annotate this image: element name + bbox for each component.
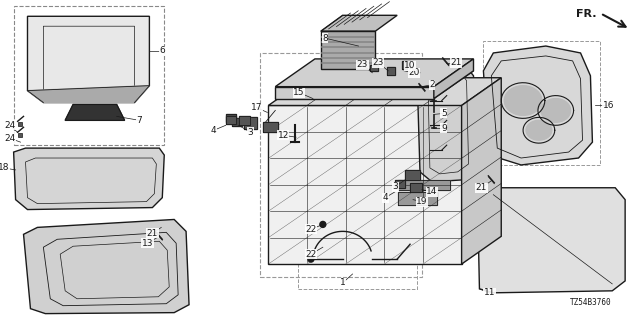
Text: 9: 9 (441, 124, 447, 133)
Text: 21: 21 (450, 58, 461, 68)
Polygon shape (410, 183, 422, 192)
Polygon shape (402, 61, 410, 69)
Circle shape (308, 256, 314, 262)
Polygon shape (477, 188, 625, 293)
Text: 14: 14 (426, 187, 438, 196)
Polygon shape (434, 59, 474, 99)
Circle shape (320, 221, 326, 228)
Polygon shape (65, 105, 125, 120)
Polygon shape (13, 148, 164, 210)
Text: 18: 18 (0, 164, 10, 172)
Text: 23: 23 (357, 60, 368, 69)
Polygon shape (398, 192, 437, 204)
Polygon shape (239, 116, 250, 125)
Text: 11: 11 (484, 288, 495, 297)
Text: 21: 21 (147, 229, 158, 238)
Polygon shape (275, 71, 474, 99)
Text: 24: 24 (4, 134, 15, 143)
Text: 2: 2 (429, 80, 435, 89)
Text: 23: 23 (372, 58, 384, 68)
Polygon shape (483, 46, 593, 165)
Text: 20: 20 (408, 68, 420, 77)
Text: 7: 7 (136, 116, 142, 125)
Polygon shape (395, 180, 405, 188)
Polygon shape (268, 78, 501, 106)
Text: 22: 22 (305, 225, 317, 234)
Polygon shape (541, 99, 571, 122)
Text: 24: 24 (4, 121, 15, 130)
Polygon shape (398, 180, 450, 190)
Text: 22: 22 (305, 250, 317, 259)
FancyBboxPatch shape (90, 169, 99, 174)
Polygon shape (504, 86, 542, 116)
Text: TZ54B3760: TZ54B3760 (570, 298, 611, 307)
Text: FR.: FR. (576, 9, 596, 19)
Text: 4: 4 (383, 193, 388, 202)
Polygon shape (275, 87, 434, 99)
Text: 8: 8 (322, 34, 328, 43)
Text: 17: 17 (251, 103, 262, 112)
Polygon shape (321, 15, 397, 31)
Polygon shape (387, 67, 395, 75)
Text: 5: 5 (441, 109, 447, 118)
Polygon shape (526, 120, 552, 140)
Polygon shape (268, 106, 461, 264)
Text: 19: 19 (416, 197, 428, 206)
Polygon shape (417, 61, 476, 182)
Text: 10: 10 (404, 61, 416, 70)
Text: 13: 13 (141, 239, 153, 248)
Text: 16: 16 (602, 101, 614, 110)
Polygon shape (24, 220, 189, 314)
Polygon shape (244, 117, 257, 129)
Polygon shape (28, 16, 149, 102)
Text: 6: 6 (159, 46, 165, 55)
Polygon shape (461, 78, 501, 264)
Text: 1: 1 (340, 278, 346, 287)
Polygon shape (226, 115, 236, 122)
Text: 15: 15 (293, 88, 305, 97)
Text: 12: 12 (278, 131, 289, 140)
Text: 21: 21 (476, 183, 487, 192)
Text: 4: 4 (211, 126, 216, 135)
Polygon shape (17, 122, 22, 126)
Polygon shape (264, 122, 278, 132)
FancyBboxPatch shape (66, 169, 75, 174)
Polygon shape (405, 170, 420, 180)
Text: 3: 3 (248, 128, 253, 137)
Polygon shape (371, 65, 378, 71)
Polygon shape (232, 118, 241, 126)
Polygon shape (17, 133, 22, 137)
Polygon shape (275, 59, 474, 87)
Polygon shape (321, 31, 376, 69)
Text: 3: 3 (392, 182, 398, 191)
Polygon shape (28, 86, 149, 102)
Polygon shape (226, 116, 236, 124)
